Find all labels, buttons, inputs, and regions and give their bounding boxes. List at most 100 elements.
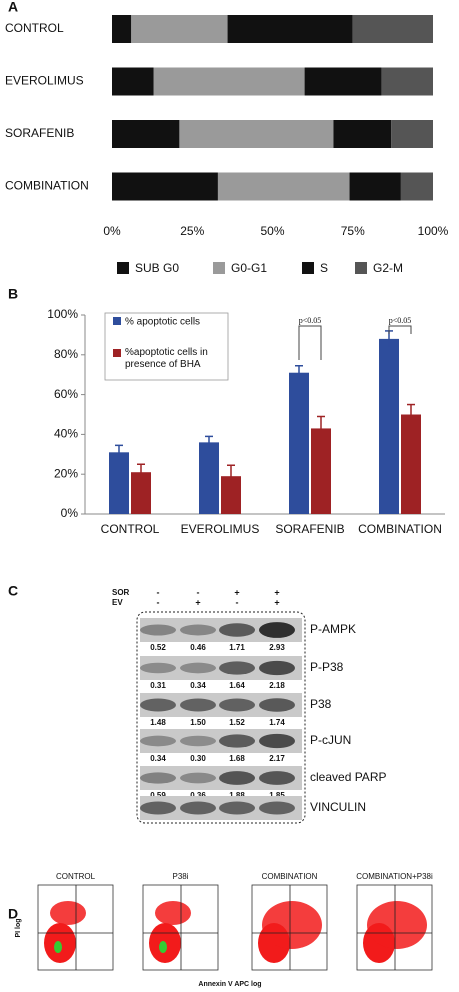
blot-band [259,660,295,676]
row-label: P-P38 [310,660,344,674]
bar-segment [112,15,132,43]
cell-cloud [262,901,322,949]
plot-title: COMBINATION+P38i [356,872,433,881]
blot-band [140,662,176,674]
treatment-sign: - [157,587,160,597]
quant-value: 2.18 [269,681,285,690]
cell-cloud [367,901,427,949]
legend-swatch [117,262,129,274]
axis-label: PI log [15,918,22,937]
cell-core [54,941,62,953]
x-tick-label: 75% [341,224,365,238]
bar-segment [227,15,353,43]
quant-value: 1.50 [190,718,206,727]
quant-value: 0.34 [190,681,206,690]
row-label: P-AMPK [310,622,356,636]
quant-value: 1.74 [269,718,285,727]
bar-segment [349,172,401,201]
quant-value: 1.68 [229,754,245,763]
quant-value: 1.71 [229,643,245,652]
x-tick-label: 100% [418,224,449,238]
bar-segment [131,15,228,43]
legend-swatch [355,262,367,274]
blot-band [259,771,295,785]
bar-segment [112,120,180,148]
category-label: EVEROLIMUS [5,74,84,88]
treatment-sign: + [274,597,279,607]
legend-swatch [113,317,121,325]
legend-label: % apoptotic cells [125,317,200,328]
panel-label: C [8,583,18,599]
axis-label: Annexin V APC log [198,981,261,988]
row-label: P-cJUN [310,733,351,747]
quant-value: 1.85 [269,791,285,800]
x-tick-label: CONTROL [101,522,160,536]
legend-swatch [113,349,121,357]
x-tick-label: 0% [103,224,121,238]
row-label: VINCULIN [310,800,366,814]
blot-band [219,661,255,675]
bar [221,476,241,514]
annotation: p<0.05 [299,316,322,325]
bar [289,372,309,514]
cell-cloud [50,901,86,925]
quant-value: 1.52 [229,718,245,727]
quant-value: 1.88 [229,791,245,800]
bar-segment [112,67,154,96]
category-label: SORAFENIB [5,126,74,140]
blot-band [219,623,255,637]
quant-value: 0.59 [150,791,166,800]
blot-band [259,622,295,638]
blot-band [180,624,216,636]
quant-value: 2.17 [269,754,285,763]
quant-value: 1.48 [150,718,166,727]
bar [379,338,399,514]
bar-segment [391,120,433,148]
blot-band [219,698,255,712]
bar-segment [333,120,392,148]
treatment-sign: + [234,587,239,597]
treatment-sign: + [195,597,200,607]
legend-box [104,312,229,381]
legend-label: S [320,261,328,275]
plot-title: P38i [172,872,188,881]
legend-label: G2-M [373,261,403,275]
bar-segment [153,67,305,96]
legend-label: %apoptotic cells in presence of BHA [125,347,208,370]
bar-segment [381,67,433,96]
bar-segment [400,172,433,201]
y-tick-label: 40% [54,427,78,441]
legend-swatch [302,262,314,274]
quant-value: 0.34 [150,754,166,763]
blot-band [180,772,216,784]
blot-band [180,662,216,674]
y-tick-label: 0% [61,506,79,520]
bar-segment [304,67,382,96]
bar [131,472,151,514]
blot-band [180,735,216,747]
x-tick-label: EVEROLIMUS [181,522,260,536]
legend-label: SUB G0 [135,261,179,275]
blot-band [180,801,216,815]
y-tick-label: 80% [54,347,78,361]
treatment-label: EV [112,598,123,607]
treatment-sign: - [236,597,239,607]
bar-segment [352,15,433,43]
plot-title: CONTROL [56,872,96,881]
treatment-sign: - [157,597,160,607]
legend-swatch [213,262,225,274]
treatment-label: SOR [112,588,130,597]
x-tick-label: 25% [180,224,204,238]
blot-band [219,771,255,785]
bar-segment [179,120,334,148]
blot-band [259,733,295,749]
bar [401,414,421,514]
panel-label: A [8,0,18,15]
treatment-sign: + [274,587,279,597]
annotation: p<0.05 [389,316,412,325]
y-tick-label: 20% [54,466,78,480]
panel-label: D [8,906,18,922]
quant-value: 1.64 [229,681,245,690]
